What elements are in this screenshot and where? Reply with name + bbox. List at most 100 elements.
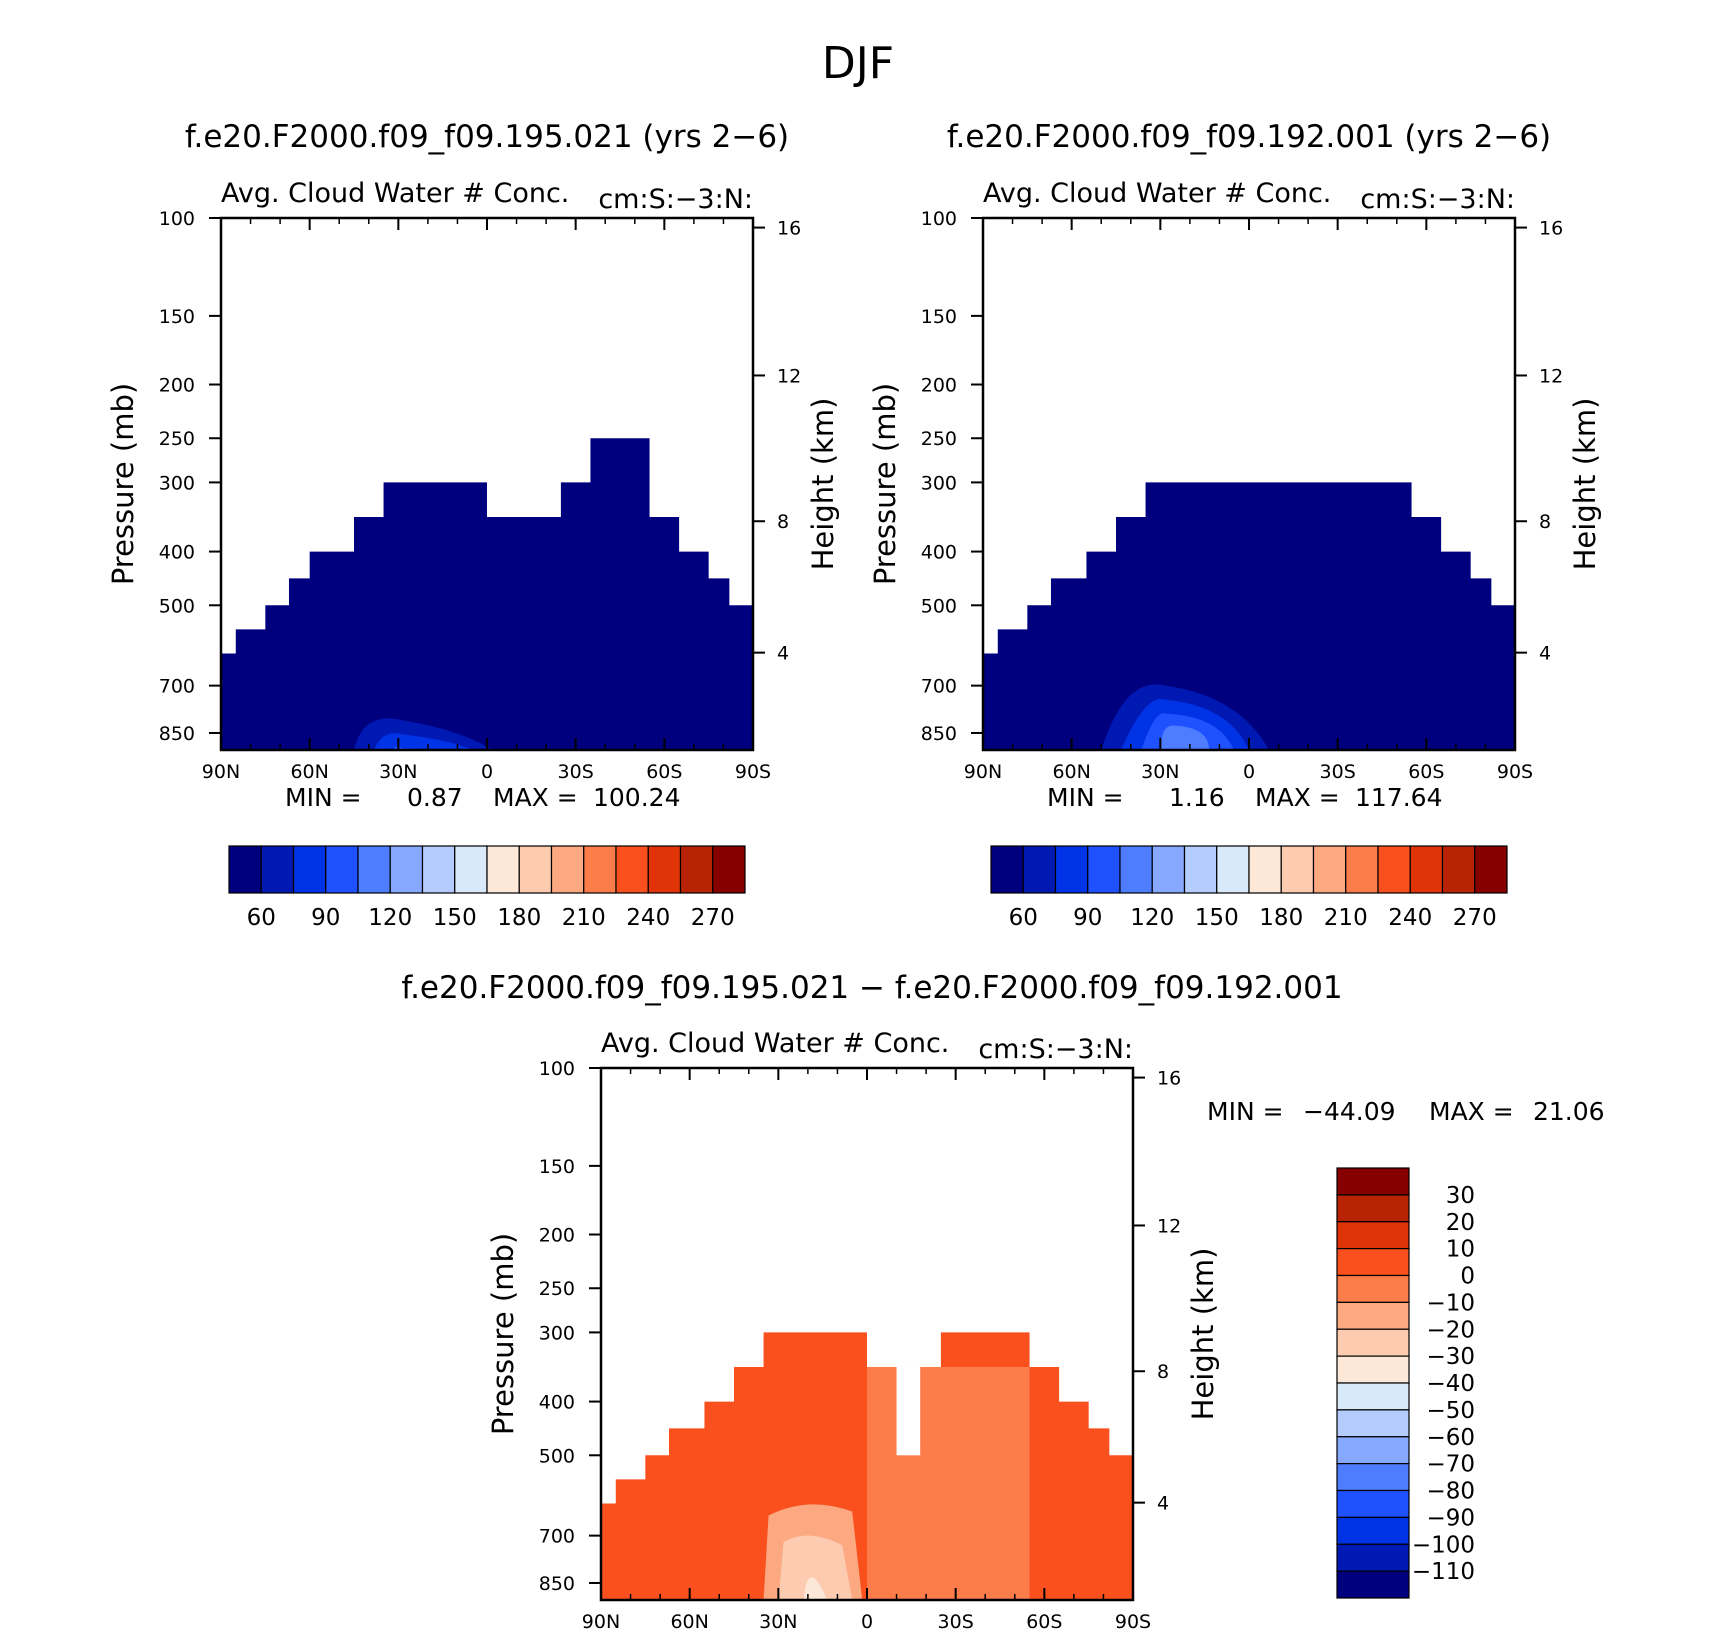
colorbar-label: 30 — [1446, 1183, 1475, 1209]
colorbar-label: −100 — [1412, 1532, 1475, 1558]
colorbar-label: 210 — [1324, 905, 1368, 931]
colorbar-label: −110 — [1412, 1559, 1475, 1585]
colorbar-swatch — [1474, 845, 1508, 894]
y-tick-label: 300 — [921, 472, 957, 494]
colorbar-swatch — [1377, 845, 1411, 894]
x-tick-label: 90N — [202, 761, 240, 783]
data-field — [983, 482, 1515, 750]
colorbar-label: −30 — [1426, 1344, 1475, 1370]
y-right-tick-label: 4 — [1157, 1493, 1169, 1515]
colorbar-swatch — [647, 845, 682, 894]
data-field — [221, 438, 753, 750]
y-tick-label: 150 — [159, 306, 195, 328]
min-label: MIN = — [1207, 1097, 1284, 1126]
field-region — [778, 1535, 853, 1600]
colorbar-label: 240 — [1388, 905, 1432, 931]
y-tick-label: 150 — [921, 306, 957, 328]
y-tick-label: 400 — [921, 542, 957, 564]
colorbar-swatch — [1280, 845, 1315, 894]
colorbar-swatch — [1336, 1570, 1410, 1599]
colorbar-swatch — [389, 845, 424, 894]
colorbar-label: −70 — [1426, 1452, 1475, 1478]
y-tick-label: 300 — [159, 472, 195, 494]
y-tick-label: 250 — [921, 428, 957, 450]
colorbar-swatch — [486, 845, 520, 894]
y-tick-label: 700 — [159, 676, 195, 698]
min-label: MIN = — [1047, 783, 1124, 812]
x-tick-label: 0 — [481, 761, 493, 783]
colorbar-label: 270 — [1453, 905, 1497, 931]
colorbar-label: 60 — [247, 905, 276, 931]
panel-subtitle: Avg. Cloud Water # Conc. — [983, 178, 1331, 209]
colorbar-swatch — [1183, 845, 1218, 894]
colorbar-swatch — [712, 845, 746, 894]
x-tick-label: 60N — [1052, 761, 1090, 783]
y-tick-label: 250 — [159, 428, 195, 450]
colorbar-label: 10 — [1446, 1237, 1475, 1263]
colorbar-swatch — [1336, 1194, 1410, 1223]
colorbar-label: 180 — [497, 905, 541, 931]
colorbar-swatch — [550, 845, 585, 894]
panel-title: f.e20.F2000.f09_f09.192.001 (yrs 2−6) — [947, 119, 1551, 155]
panel-title: f.e20.F2000.f09_f09.195.021 − f.e20.F200… — [401, 970, 1342, 1006]
colorbar-label: 210 — [562, 905, 606, 931]
field-region — [803, 1577, 828, 1600]
colorbar-swatch — [1151, 845, 1186, 894]
colorbar-swatch — [1336, 1543, 1410, 1572]
x-tick-label: 60N — [290, 761, 328, 783]
colorbar-swatch — [421, 845, 456, 894]
colorbar-label: 90 — [311, 905, 340, 931]
x-tick-label: 90N — [964, 761, 1002, 783]
y-right-tick-label: 16 — [1157, 1068, 1181, 1090]
colorbar-swatch — [1312, 845, 1347, 894]
x-tick-label: 30N — [379, 761, 417, 783]
field-region — [1161, 725, 1209, 750]
y-right-tick-label: 12 — [1539, 365, 1563, 387]
x-tick-label: 0 — [1243, 761, 1255, 783]
colorbar-swatch — [1336, 1409, 1410, 1438]
y-tick-label: 850 — [921, 723, 957, 745]
y-tick-label: 200 — [921, 375, 957, 397]
colorbar-swatch — [1336, 1274, 1410, 1303]
colorbar-swatch — [260, 845, 295, 894]
min-value: 1.16 — [1169, 783, 1225, 812]
colorbar-label: 150 — [1195, 905, 1239, 931]
colorbar-swatch — [1336, 1516, 1410, 1545]
y-tick-label: 400 — [159, 542, 195, 564]
colorbar-label: −50 — [1426, 1398, 1475, 1424]
y-axis-title: Pressure (mb) — [486, 1233, 520, 1435]
colorbar-swatch — [1336, 1301, 1410, 1330]
y-tick-label: 500 — [159, 595, 195, 617]
y-axis-title: Pressure (mb) — [106, 383, 140, 585]
x-tick-label: 90S — [1115, 1611, 1151, 1633]
y-tick-label: 200 — [159, 375, 195, 397]
y-right-axis-title: Height (km) — [1568, 398, 1602, 571]
panel-subtitle: Avg. Cloud Water # Conc. — [601, 1028, 949, 1059]
colorbar-label: 90 — [1073, 905, 1102, 931]
colorbar: 60 90 120 150 180 210 240 270 — [228, 845, 746, 931]
field-gap — [896, 1366, 921, 1456]
colorbar-swatch — [292, 845, 327, 894]
x-tick-label: 90N — [582, 1611, 620, 1633]
colorbar-label: −90 — [1426, 1505, 1475, 1531]
colorbar-label: −10 — [1426, 1290, 1475, 1316]
colorbar-label: 270 — [691, 905, 735, 931]
chart-panel-3: f.e20.F2000.f09_f09.195.021 − f.e20.F200… — [401, 970, 1604, 1633]
colorbar-swatch — [1022, 845, 1057, 894]
chart-panel-1: f.e20.F2000.f09_f09.195.021 (yrs 2−6) Avg… — [106, 119, 840, 931]
panel-units: cm:S:−3:N: — [978, 1034, 1133, 1065]
x-tick-label: 60S — [646, 761, 682, 783]
y-tick-label: 150 — [539, 1156, 575, 1178]
panel-subtitle: Avg. Cloud Water # Conc. — [221, 178, 569, 209]
colorbar-swatch — [1336, 1167, 1410, 1196]
x-tick-label: 30N — [759, 1611, 797, 1633]
colorbar-label: 180 — [1259, 905, 1303, 931]
y-tick-label: 500 — [539, 1445, 575, 1467]
colorbar-swatch — [325, 845, 359, 894]
min-value: 0.87 — [407, 783, 463, 812]
y-tick-label: 200 — [539, 1225, 575, 1247]
colorbar-swatch — [990, 845, 1024, 894]
colorbar: 3020100−10−20−30−40−50−60−70−80−90−100−1… — [1336, 1167, 1475, 1599]
colorbar-label: 60 — [1009, 905, 1038, 931]
